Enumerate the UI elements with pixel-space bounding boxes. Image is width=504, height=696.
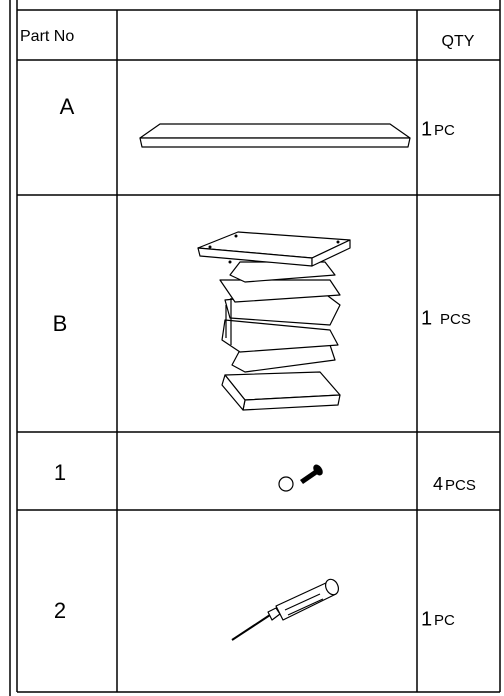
qty-number: 4: [433, 474, 443, 494]
qty-unit: PC: [434, 612, 455, 629]
board-illustration: [139, 123, 411, 148]
qty-unit: PCS: [440, 311, 471, 328]
part-label: A: [60, 94, 75, 119]
qty-number: 1: [421, 118, 432, 140]
hardware-illustration: [278, 464, 323, 492]
header-qty: QTY: [442, 33, 475, 50]
qty-unit: PCS: [445, 477, 476, 494]
table-grid: [9, 0, 501, 696]
screwdriver-illustration: [231, 578, 340, 641]
table-illustration: [197, 231, 351, 411]
part-label: 1: [54, 460, 66, 485]
qty-number: 1: [421, 608, 432, 630]
part-label: 2: [54, 598, 66, 623]
qty-number: 1: [421, 307, 432, 329]
part-label: B: [53, 311, 68, 336]
header-part: Part No: [20, 28, 74, 45]
qty-unit: PC: [434, 122, 455, 139]
